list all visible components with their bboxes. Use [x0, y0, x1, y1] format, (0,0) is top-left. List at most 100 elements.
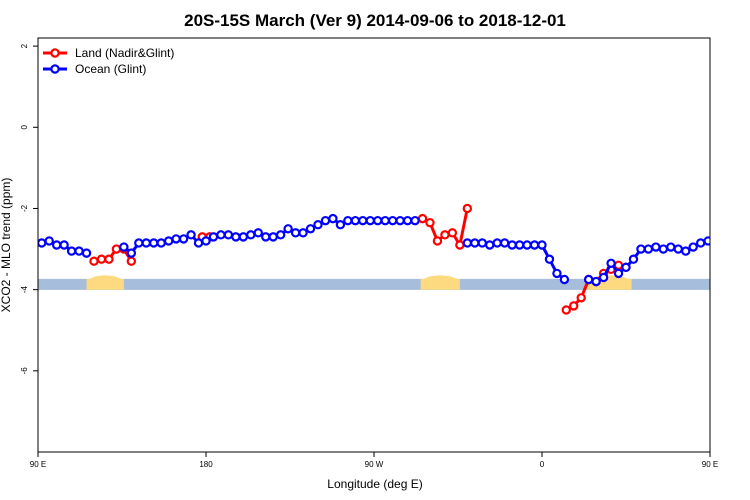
y-tick-label: 0: [20, 125, 29, 130]
data-point: [268, 232, 278, 242]
y-axis-label: XCO2 - MLO trend (ppm): [0, 178, 13, 313]
data-point: [561, 305, 571, 315]
x-tick-label: 180: [199, 460, 213, 469]
data-point: [74, 246, 84, 256]
data-point: [569, 301, 579, 311]
data-point: [395, 215, 405, 226]
data-point: [178, 234, 189, 244]
data-point: [552, 268, 562, 279]
data-point: [335, 220, 346, 230]
data-point: [514, 240, 525, 250]
data-point: [290, 228, 301, 238]
data-point: [537, 240, 547, 250]
x-tick-label: 0: [540, 460, 545, 469]
data-point: [410, 215, 420, 226]
data-point: [313, 220, 323, 230]
data-point: [81, 248, 92, 258]
data-point: [727, 245, 734, 252]
data-point: [171, 234, 181, 244]
data-point: [477, 238, 487, 248]
band-land-bump-1: [422, 275, 458, 288]
data-point: [111, 244, 122, 254]
data-point: [440, 230, 450, 240]
band-land-bump-0: [88, 275, 122, 288]
data-point: [126, 248, 137, 258]
series-1: [38, 213, 749, 287]
data-point: [651, 242, 661, 252]
y-tick-label: -2: [20, 204, 29, 212]
data-point: [658, 244, 669, 254]
data-point: [163, 236, 174, 246]
data-point: [492, 238, 502, 248]
data-point: [583, 274, 594, 285]
data-point: [417, 213, 428, 224]
data-point: [38, 238, 47, 248]
data-point: [742, 247, 749, 254]
data-point: [462, 238, 473, 248]
data-point: [193, 238, 204, 248]
data-point: [507, 240, 517, 250]
data-point: [350, 215, 361, 226]
legend-label: Ocean (Glint): [75, 62, 146, 76]
data-point: [613, 268, 624, 279]
data-point: [681, 246, 691, 256]
series-0: [89, 203, 631, 315]
data-point: [149, 238, 159, 248]
coverage-band: [38, 275, 710, 290]
data-point: [712, 241, 719, 248]
data-point: [559, 274, 570, 285]
y-axis: 2 0 -2 -4 -6: [20, 43, 38, 374]
data-point: [261, 232, 271, 242]
y-tick-label: 2: [20, 43, 29, 48]
data-point: [141, 238, 151, 248]
x-tick-label: 90 E: [30, 460, 46, 469]
data-point: [470, 238, 480, 248]
data-point: [666, 242, 676, 252]
data-point: [208, 232, 219, 242]
data-point: [576, 293, 586, 303]
data-point: [238, 232, 249, 242]
data-point: [621, 262, 631, 273]
data-point: [253, 228, 263, 238]
chart-title: 20S-15S March (Ver 9) 2014-09-06 to 2018…: [184, 11, 566, 30]
data-point: [283, 224, 293, 234]
legend: Land (Nadir&Glint) Ocean (Glint): [43, 46, 174, 76]
data-point: [598, 272, 609, 283]
data-point: [104, 254, 114, 264]
data-point: [343, 215, 353, 226]
data-point: [462, 203, 473, 214]
data-point: [628, 254, 639, 264]
data-point: [44, 236, 54, 246]
data-point: [246, 230, 256, 240]
data-point: [126, 256, 137, 266]
data-point: [59, 240, 69, 250]
data-point: [358, 215, 368, 226]
data-point: [51, 240, 62, 250]
data-point: [320, 215, 331, 226]
data-point: [522, 240, 532, 250]
data-point: [673, 244, 683, 254]
data-point: [231, 232, 241, 242]
data-point: [544, 254, 555, 264]
data-point: [432, 236, 443, 246]
x-axis-label: Longitude (deg E): [327, 477, 422, 491]
data-point: [134, 238, 144, 248]
data-point: [298, 228, 308, 238]
data-point: [688, 242, 698, 252]
data-point: [186, 230, 196, 240]
data-point: [719, 241, 726, 248]
data-point: [89, 256, 99, 266]
data-point: [223, 230, 234, 240]
data-point: [305, 224, 316, 234]
data-point: [387, 215, 398, 226]
data-point: [425, 217, 435, 228]
legend-marker: [50, 48, 60, 58]
legend-label: Land (Nadir&Glint): [75, 46, 174, 60]
data-point: [373, 215, 383, 226]
data-point: [201, 236, 211, 246]
data-point: [66, 246, 77, 256]
x-tick-label: 90 E: [702, 460, 718, 469]
data-point: [328, 213, 338, 224]
y-tick-label: -6: [20, 367, 29, 375]
